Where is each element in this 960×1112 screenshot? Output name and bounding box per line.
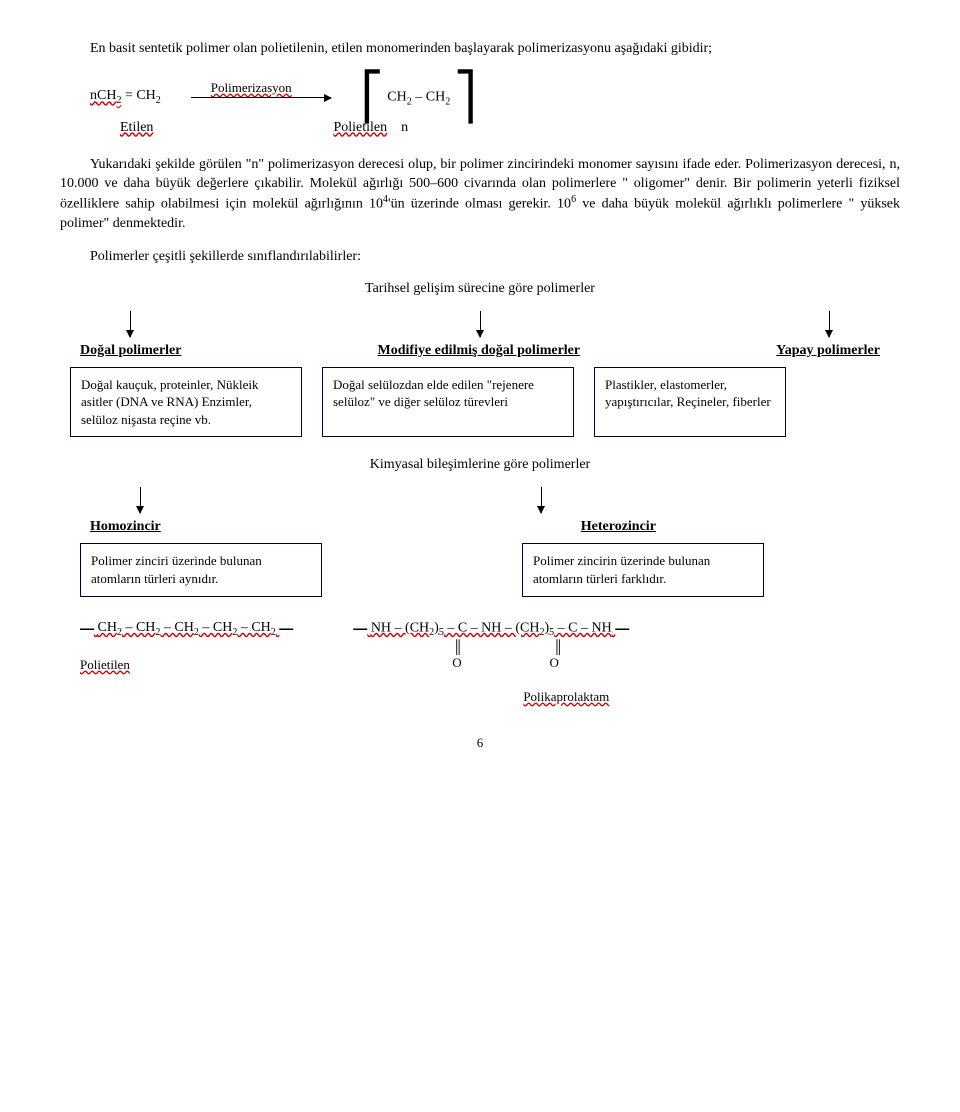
- down-arrow-icon: [541, 487, 542, 513]
- down-arrow-icon: [140, 487, 141, 513]
- d1-header-3: Yapay polimerler: [776, 343, 880, 359]
- label-polietilen: Polietilen: [333, 120, 387, 135]
- cl-d2: – CH: [160, 620, 193, 635]
- d2-header-1: Homozincir: [90, 519, 161, 535]
- eq-rhs-p1: CH: [387, 90, 406, 105]
- p2b: 'ün üzerinde olması gerekir. 10: [388, 197, 571, 212]
- section2-title: Kimyasal bileşimlerine göre polimerler: [60, 457, 900, 473]
- chem-right-label: Polikaprolaktam: [353, 689, 629, 705]
- reaction-arrow: Polimerizasyon: [191, 97, 331, 98]
- d1-header-2: Modifiye edilmiş doğal polimerler: [378, 343, 581, 359]
- eq-rhs: ⎡ CH2 – CH2 ⎤: [361, 79, 477, 116]
- cr-s2: 2: [540, 627, 545, 638]
- d1-header-1: Doğal polimerler: [80, 343, 181, 359]
- cl-d4: – CH: [237, 620, 270, 635]
- paragraph-3: Polimerler çeşitli şekillerde sınıflandı…: [60, 248, 900, 267]
- chem-left-label: Polietilen: [80, 657, 293, 673]
- eq-rhs-dash: – CH: [412, 90, 445, 105]
- arrow-label: Polimerizasyon: [211, 80, 292, 96]
- cl-d: – CH: [122, 620, 155, 635]
- eq-lhs: nCH2 = CH2: [90, 88, 161, 106]
- diagram-2: Homozincir Heterozincir Polimer zinciri …: [60, 487, 900, 596]
- chem-oxygens: O O: [353, 655, 629, 671]
- eq-lhs-part: nCH: [90, 88, 116, 103]
- eq-rhs-s2: 2: [445, 96, 450, 107]
- cr-s1: 2: [429, 627, 434, 638]
- label-etilen: Etilen: [120, 120, 153, 136]
- eq-lhs-sub2: 2: [156, 95, 161, 106]
- d2-box-1: Polimer zinciri üzerinde bulunan atomlar…: [80, 543, 322, 596]
- cl-a: CH: [98, 620, 117, 635]
- chem-right: ⎯ NH – (CH2)5 – C – NH – (CH2)5 – C – NH…: [353, 617, 629, 705]
- chemical-formulas: ⎯ CH2 – CH2 – CH2 – CH2 – CH2 ⎯ Polietil…: [60, 617, 900, 705]
- label-polietilen-n: Polietilen n: [333, 120, 408, 136]
- cr-p: NH – (CH: [371, 620, 429, 635]
- paragraph-1: En basit sentetik polimer olan polietile…: [60, 40, 900, 59]
- d1-box-3: Plastikler, elastomerler, yapıştırıcılar…: [594, 367, 786, 438]
- d2-header-2: Heterozincir: [581, 519, 656, 535]
- paragraph-2: Yukarıdaki şekilde görülen "n" polimeriz…: [60, 156, 900, 234]
- d1-box-2: Doğal selülozdan elde edilen "rejenere s…: [322, 367, 574, 438]
- label-n: n: [401, 120, 408, 135]
- chem-left: ⎯ CH2 – CH2 – CH2 – CH2 – CH2 ⎯ Polietil…: [80, 617, 293, 673]
- cl-d3: – CH: [199, 620, 232, 635]
- diagram-1: Doğal polimerler Modifiye edilmiş doğal …: [60, 311, 900, 438]
- equation-reaction: nCH2 = CH2 Polimerizasyon ⎡ CH2 – CH2 ⎤ …: [60, 79, 900, 136]
- eq-eq: = CH: [121, 88, 155, 103]
- d1-box-1: Doğal kauçuk, proteinler, Nükleik asitle…: [70, 367, 302, 438]
- down-arrow-icon: [480, 311, 481, 337]
- cl-s5: 2: [271, 627, 276, 638]
- down-arrow-icon: [829, 311, 830, 337]
- down-arrow-icon: [130, 311, 131, 337]
- page-number: 6: [60, 735, 900, 751]
- chem-double-bonds: ║ ║: [353, 639, 629, 655]
- d2-box-2: Polimer zincirin üzerinde bulunan atomla…: [522, 543, 764, 596]
- section1-title: Tarihsel gelişim sürecine göre polimerle…: [60, 281, 900, 297]
